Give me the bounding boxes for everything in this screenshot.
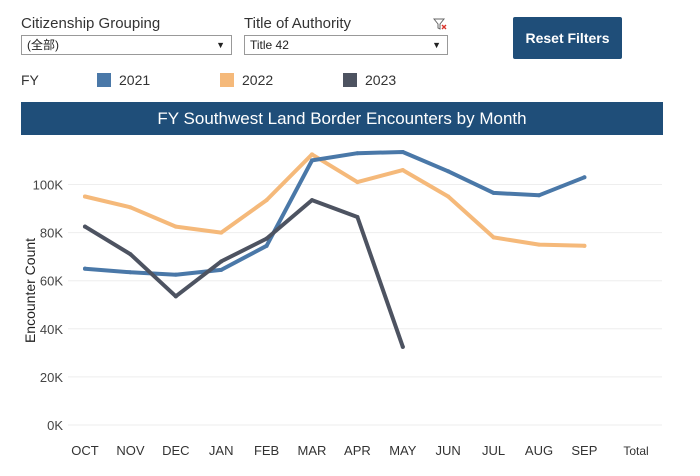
data-point-2021 xyxy=(173,272,178,277)
y-tick-label: 20K xyxy=(40,370,63,385)
data-point-2021 xyxy=(219,267,224,272)
y-tick-label: 60K xyxy=(40,274,63,289)
y-tick-label: 0K xyxy=(47,418,63,433)
data-point-2023 xyxy=(400,344,405,349)
x-tick-label: OCT xyxy=(71,443,99,458)
x-tick-label: MAR xyxy=(298,443,327,458)
data-point-2022 xyxy=(83,194,87,199)
legend-item-2022[interactable]: 2022 xyxy=(220,71,273,89)
data-point-2022 xyxy=(264,198,269,203)
data-point-2023 xyxy=(219,259,224,264)
x-tick-label: APR xyxy=(344,443,371,458)
legend-fy-label: FY xyxy=(21,72,39,88)
series-line-2023 xyxy=(83,198,405,349)
data-point-2023 xyxy=(128,252,133,257)
data-point-2023 xyxy=(264,236,269,241)
legend-swatch-2021 xyxy=(97,73,111,87)
data-point-2022 xyxy=(491,235,496,240)
x-tick-label: JUN xyxy=(436,443,461,458)
legend-item-2023[interactable]: 2023 xyxy=(343,71,396,89)
series-line-2021 xyxy=(83,150,587,277)
legend-swatch-2023 xyxy=(343,73,357,87)
data-point-2021 xyxy=(582,175,587,180)
data-point-2021 xyxy=(264,243,269,248)
data-point-2023 xyxy=(173,294,178,299)
data-point-2022 xyxy=(400,168,405,173)
data-point-2022 xyxy=(537,242,541,247)
x-tick-label: JAN xyxy=(209,443,234,458)
legend-label-2022: 2022 xyxy=(242,72,274,88)
data-point-2021 xyxy=(310,158,314,163)
x-tick-label: DEC xyxy=(162,443,189,458)
data-point-2023 xyxy=(355,214,360,219)
chevron-down-icon: ▼ xyxy=(432,40,441,50)
x-tick-label: FEB xyxy=(254,443,279,458)
data-point-2022 xyxy=(310,152,314,157)
x-tick-label: AUG xyxy=(525,443,553,458)
data-point-2021 xyxy=(400,150,405,155)
title-of-authority-label: Title of Authority xyxy=(244,15,351,32)
y-axis-title: Encounter Count xyxy=(22,238,38,343)
data-point-2022 xyxy=(173,224,178,229)
data-point-2022 xyxy=(582,243,587,248)
citizenship-grouping-label: Citizenship Grouping xyxy=(21,15,161,32)
legend-label-2023: 2023 xyxy=(365,72,397,88)
y-tick-label: 40K xyxy=(40,322,63,337)
chevron-down-icon: ▼ xyxy=(216,40,225,50)
legend-item-2021[interactable]: 2021 xyxy=(97,71,150,89)
x-tick-label-total: Total xyxy=(623,444,648,458)
data-point-2022 xyxy=(446,194,451,199)
series-line-2022 xyxy=(83,152,587,248)
x-tick-label: SEP xyxy=(571,443,597,458)
data-point-2022 xyxy=(219,230,224,235)
data-point-2022 xyxy=(128,205,133,210)
clear-filter-icon[interactable] xyxy=(433,17,447,31)
x-tick-label: MAY xyxy=(389,443,417,458)
line-chart: 0K 20K 40K 60K 80K 100K Encounter Count OCT NOV D… xyxy=(22,150,662,458)
x-tick-label: JUL xyxy=(482,443,505,458)
data-point-2021 xyxy=(446,169,451,174)
data-point-2021 xyxy=(491,190,496,195)
legend-label-2021: 2021 xyxy=(119,72,151,88)
data-point-2023 xyxy=(83,224,87,229)
y-tick-label: 80K xyxy=(40,226,63,241)
data-point-2021 xyxy=(83,266,87,271)
data-point-2021 xyxy=(537,193,541,198)
y-tick-label: 100K xyxy=(33,177,64,192)
data-point-2022 xyxy=(355,180,360,185)
title-of-authority-dropdown[interactable]: Title 42 ▼ xyxy=(244,35,448,55)
chart-title: FY Southwest Land Border Encounters by M… xyxy=(21,102,663,135)
reset-filters-button[interactable]: Reset Filters xyxy=(513,17,622,59)
data-point-2021 xyxy=(128,270,133,275)
citizenship-grouping-value: (全部) xyxy=(27,38,59,52)
data-point-2021 xyxy=(355,151,360,156)
x-tick-label: NOV xyxy=(116,443,145,458)
legend-swatch-2022 xyxy=(220,73,234,87)
title-of-authority-value: Title 42 xyxy=(250,38,289,52)
citizenship-grouping-dropdown[interactable]: (全部) ▼ xyxy=(21,35,232,55)
data-point-2023 xyxy=(310,198,314,203)
